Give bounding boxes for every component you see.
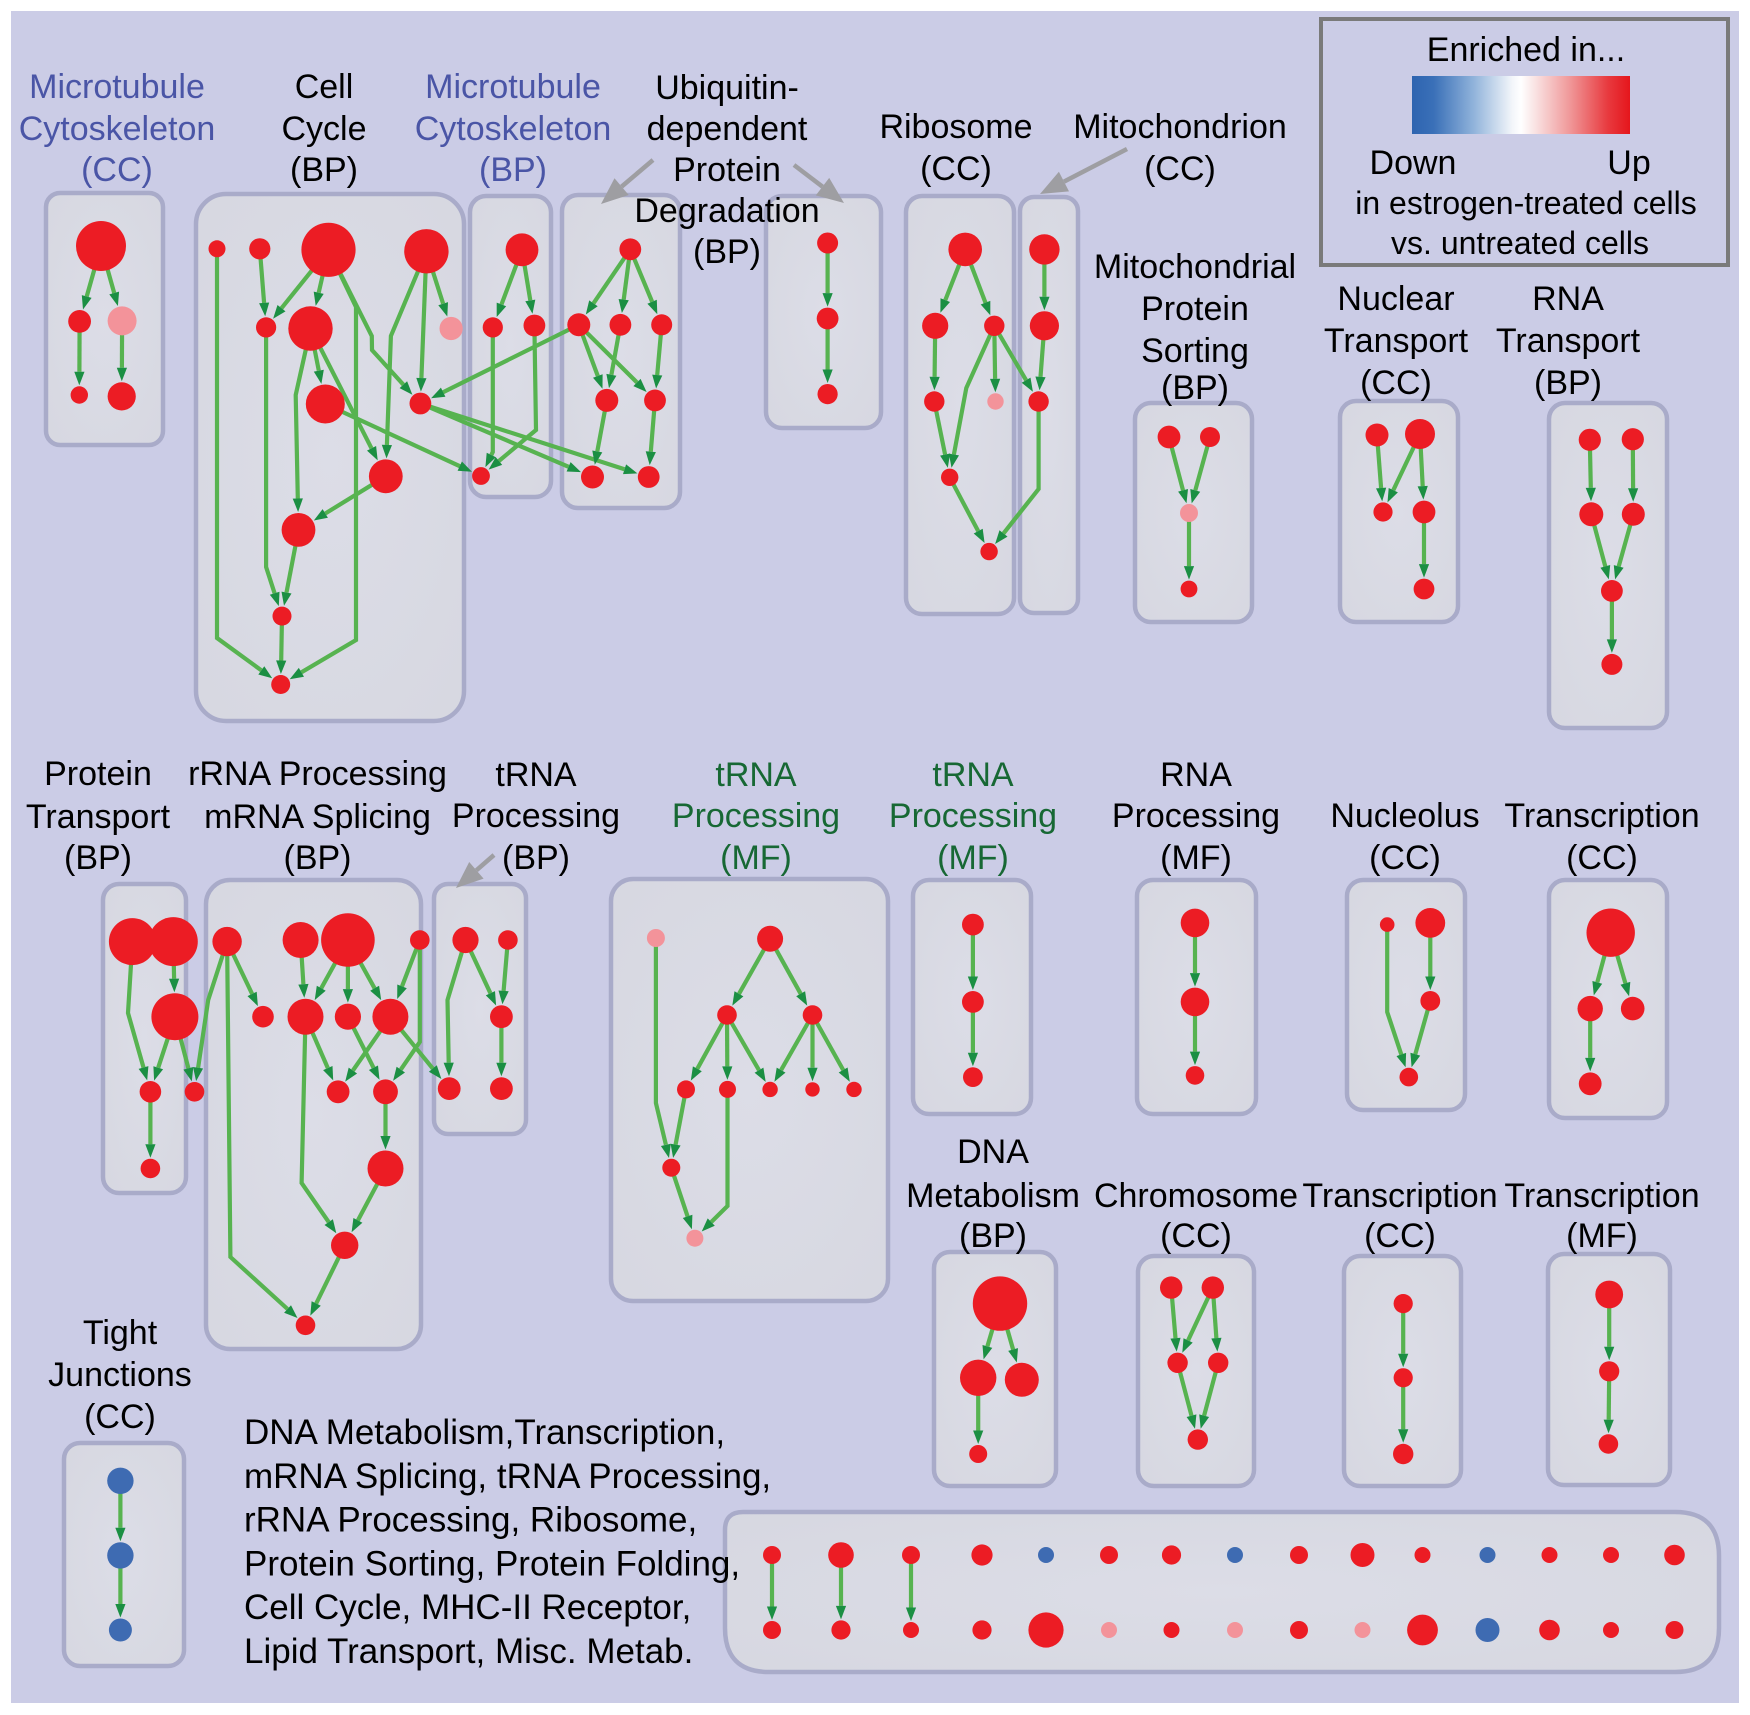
svg-text:Transport: Transport <box>26 798 171 836</box>
svg-text:Mitochondrial: Mitochondrial <box>1094 248 1296 286</box>
svg-text:in estrogen-treated cells: in estrogen-treated cells <box>1355 185 1697 221</box>
svg-text:RNA: RNA <box>1160 756 1232 794</box>
svg-text:Metabolism: Metabolism <box>906 1177 1080 1215</box>
svg-text:Transcription: Transcription <box>1504 1177 1699 1215</box>
svg-text:Up: Up <box>1607 144 1650 182</box>
svg-text:Lipid Transport, Misc. Metab.: Lipid Transport, Misc. Metab. <box>244 1632 693 1671</box>
svg-text:Cell Cycle, MHC-II Receptor,: Cell Cycle, MHC-II Receptor, <box>244 1588 691 1627</box>
svg-text:tRNA: tRNA <box>932 756 1014 794</box>
svg-text:Enriched in...: Enriched in... <box>1427 31 1625 69</box>
svg-text:Processing: Processing <box>889 797 1057 835</box>
svg-text:Transcription: Transcription <box>1504 797 1699 835</box>
svg-text:dependent: dependent <box>647 110 808 148</box>
svg-text:Microtubule: Microtubule <box>29 68 205 106</box>
svg-text:tRNA: tRNA <box>715 756 797 794</box>
svg-text:rRNA Processing: rRNA Processing <box>188 755 447 793</box>
svg-text:(MF): (MF) <box>1160 839 1232 877</box>
svg-text:(CC): (CC) <box>920 150 992 188</box>
svg-text:Ribosome: Ribosome <box>879 108 1032 146</box>
svg-text:Cytoskeleton: Cytoskeleton <box>415 110 612 148</box>
svg-text:Cytoskeleton: Cytoskeleton <box>19 110 216 148</box>
svg-text:Transport: Transport <box>1324 322 1469 360</box>
svg-text:(BP): (BP) <box>64 839 132 877</box>
svg-text:(BP): (BP) <box>1534 364 1602 402</box>
svg-text:(BP): (BP) <box>959 1217 1027 1255</box>
svg-text:Sorting: Sorting <box>1141 332 1249 370</box>
svg-text:Ubiquitin-: Ubiquitin- <box>655 69 799 107</box>
svg-text:Cell: Cell <box>295 68 354 106</box>
svg-text:(CC): (CC) <box>1566 839 1638 877</box>
svg-text:tRNA: tRNA <box>495 756 577 794</box>
svg-text:RNA: RNA <box>1532 280 1604 318</box>
svg-text:(BP): (BP) <box>693 233 761 271</box>
svg-text:(CC): (CC) <box>1360 364 1432 402</box>
svg-text:(BP): (BP) <box>479 151 547 189</box>
svg-text:(BP): (BP) <box>502 839 570 877</box>
svg-text:(BP): (BP) <box>1161 369 1229 407</box>
svg-text:(CC): (CC) <box>1364 1217 1436 1255</box>
svg-text:Protein: Protein <box>44 755 152 793</box>
svg-text:Protein Sorting, Protein Foldi: Protein Sorting, Protein Folding, <box>244 1544 740 1583</box>
svg-text:Mitochondrion: Mitochondrion <box>1073 108 1287 146</box>
svg-text:Transcription: Transcription <box>1302 1177 1497 1215</box>
svg-text:vs. untreated cells: vs. untreated cells <box>1391 225 1649 261</box>
svg-text:Microtubule: Microtubule <box>425 68 601 106</box>
svg-text:mRNA Splicing: mRNA Splicing <box>204 798 431 836</box>
svg-text:Junctions: Junctions <box>48 1356 192 1394</box>
svg-text:(BP): (BP) <box>290 151 358 189</box>
svg-text:Protein: Protein <box>1141 290 1249 328</box>
svg-text:Processing: Processing <box>452 797 620 835</box>
svg-text:rRNA Processing, Ribosome,: rRNA Processing, Ribosome, <box>244 1501 697 1540</box>
svg-text:DNA Metabolism,Transcription,: DNA Metabolism,Transcription, <box>244 1413 725 1452</box>
svg-text:(MF): (MF) <box>1566 1217 1638 1255</box>
svg-text:(CC): (CC) <box>1369 839 1441 877</box>
svg-text:Cycle: Cycle <box>281 110 366 148</box>
svg-text:Nucleolus: Nucleolus <box>1330 797 1479 835</box>
svg-text:(CC): (CC) <box>1160 1217 1232 1255</box>
svg-text:Chromosome: Chromosome <box>1094 1177 1298 1215</box>
svg-text:Nuclear: Nuclear <box>1337 280 1454 318</box>
svg-text:DNA: DNA <box>957 1133 1029 1171</box>
svg-text:Transport: Transport <box>1496 322 1641 360</box>
svg-text:mRNA Splicing, tRNA Processing: mRNA Splicing, tRNA Processing, <box>244 1457 771 1496</box>
svg-text:(MF): (MF) <box>937 839 1009 877</box>
svg-text:Down: Down <box>1370 144 1457 182</box>
svg-text:Tight: Tight <box>83 1314 158 1352</box>
svg-text:Protein: Protein <box>673 151 781 189</box>
svg-text:(CC): (CC) <box>84 1398 156 1436</box>
svg-text:Degradation: Degradation <box>634 192 819 230</box>
svg-text:(CC): (CC) <box>81 151 153 189</box>
svg-text:(MF): (MF) <box>720 839 792 877</box>
svg-text:(CC): (CC) <box>1144 150 1216 188</box>
svg-text:Processing: Processing <box>672 797 840 835</box>
svg-text:Processing: Processing <box>1112 797 1280 835</box>
svg-text:(BP): (BP) <box>284 839 352 877</box>
